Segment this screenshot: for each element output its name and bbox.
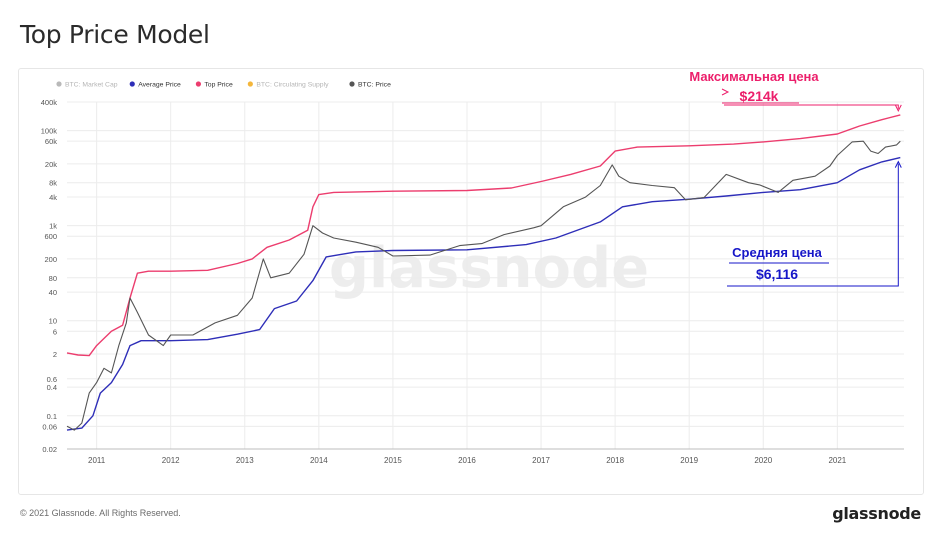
x-tick-label: 2011 (88, 456, 106, 465)
annotation-top-value: $214k (740, 88, 779, 104)
legend-label: BTC: Market Cap (65, 82, 118, 89)
annotation-top-arrow-small (721, 88, 730, 96)
y-tick-label: 0.1 (47, 412, 57, 421)
footer-brand-logo: glassnode (832, 504, 921, 523)
y-tick-label: 20k (45, 160, 57, 169)
x-tick-label: 2019 (680, 456, 698, 465)
annotation-avg-arrowhead (894, 160, 902, 168)
y-tick-label: 2 (53, 350, 57, 359)
legend-marker (247, 81, 253, 87)
y-tick-label: 8k (49, 179, 57, 188)
x-tick-label: 2016 (458, 456, 476, 465)
annotation-avg-leader (727, 163, 899, 287)
x-tick-label: 2013 (236, 456, 254, 465)
x-tick-label: 2015 (384, 456, 402, 465)
y-tick-label: 1k (49, 222, 57, 231)
watermark: glassnode (329, 236, 649, 301)
legend-label: BTC: Circulating Supply (256, 82, 329, 89)
x-tick-label: 2018 (606, 456, 624, 465)
legend-marker (195, 81, 201, 87)
y-tick-label: 0.6 (47, 375, 57, 384)
legend-marker (349, 81, 355, 87)
y-tick-label: 600 (44, 232, 57, 241)
legend-label: Top Price (204, 82, 233, 89)
legend-label: BTC: Price (358, 82, 391, 89)
y-tick-label: 60k (45, 137, 57, 146)
y-tick-label: 0.06 (42, 422, 57, 431)
series-line-average-price (66, 156, 901, 431)
y-tick-label: 6 (53, 327, 57, 336)
annotation-avg-value: $6,116 (756, 266, 798, 282)
footer-copyright: © 2021 Glassnode. All Rights Reserved. (20, 508, 181, 518)
x-tick-label: 2012 (162, 456, 180, 465)
y-tick-label: 400k (41, 98, 58, 107)
legend-label: Average Price (138, 82, 181, 89)
y-tick-label: 0.4 (47, 383, 57, 392)
y-tick-label: 4k (49, 193, 57, 202)
page-title: Top Price Model (20, 20, 210, 49)
y-tick-label: 40 (49, 288, 57, 297)
x-tick-label: 2017 (532, 456, 550, 465)
annotation-top-title: Максимальная цена (689, 69, 819, 84)
chart-card: glassnode 0.02 0.06 0.1 0.4 0.6 2 6 10 40 80 200 600… (18, 68, 924, 495)
annotation-top-leader (724, 104, 899, 109)
x-tick-label: 2020 (754, 456, 772, 465)
y-tick-label: 80 (49, 274, 57, 283)
annotation-avg-title: Средняя цена (732, 245, 823, 260)
annotation-top-arrowhead (894, 104, 902, 113)
series-line-top-price (66, 114, 901, 357)
x-tick-label: 2014 (310, 456, 328, 465)
y-tick-label: 100k (41, 127, 58, 136)
y-tick-label: 200 (44, 255, 57, 264)
y-tick-label: 10 (49, 317, 57, 326)
series-line-btc-price (66, 140, 901, 431)
legend-marker (129, 81, 135, 87)
legend-marker (56, 81, 62, 87)
y-tick-label: 0.02 (42, 445, 57, 454)
chart-svg: glassnode 0.02 0.060.1 0.40.6 2 610 40 80 200 600… (41, 69, 904, 465)
x-tick-label: 2021 (828, 456, 846, 465)
